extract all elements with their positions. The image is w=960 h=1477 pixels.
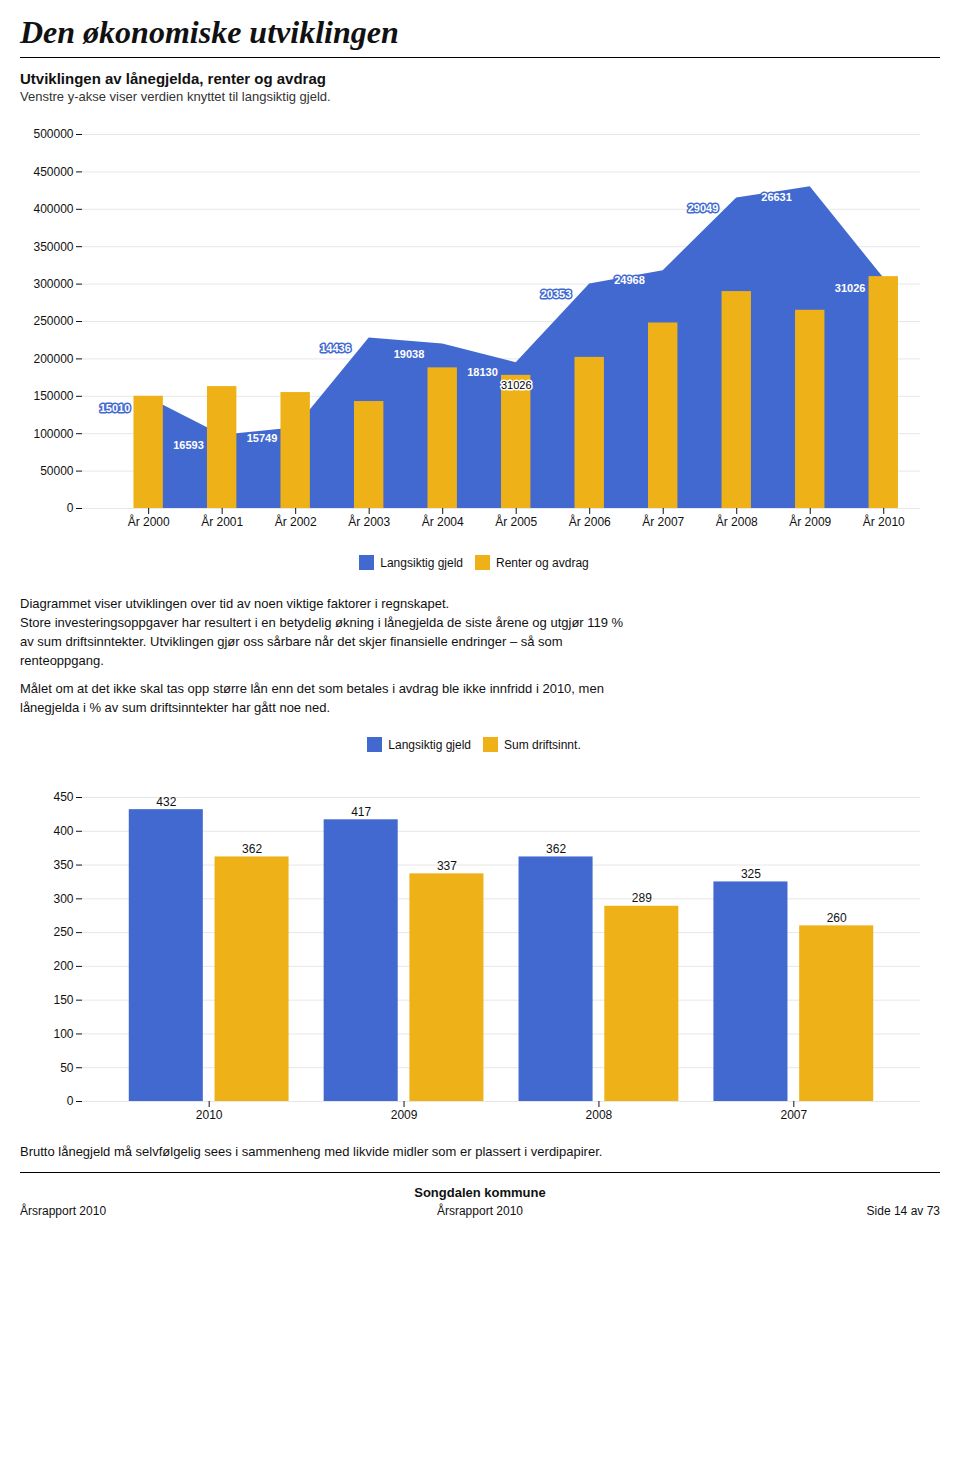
svg-text:289: 289 [632,891,652,905]
html-text:Årsrapport 2010: Årsrapport 2010 [437,1203,523,1218]
svg-text:337: 337 [437,859,457,873]
svg-text:50000: 50000 [40,464,74,478]
svg-text:2007: 2007 [780,1108,807,1122]
svg-text:100000: 100000 [33,427,73,441]
svg-text:150000: 150000 [33,389,73,403]
html-text:Langsiktig gjeld: Langsiktig gjeld [380,555,463,570]
svg-text:20353: 20353 [541,288,572,300]
svg-text:År 2006: År 2006 [569,514,611,529]
svg-text:15749: 15749 [247,432,278,444]
svg-text:14436: 14436 [320,342,351,354]
svg-text:År 2007: År 2007 [642,514,684,529]
svg-text:260: 260 [827,911,847,925]
svg-text:417: 417 [351,805,371,819]
svg-text:24968: 24968 [614,274,645,286]
svg-text:År 2008: År 2008 [716,514,758,529]
svg-text:0: 0 [67,501,74,515]
svg-text:0: 0 [67,1094,74,1108]
svg-text:450: 450 [53,790,73,804]
svg-text:432: 432 [156,795,176,809]
html-text:Side 14 av 73: Side 14 av 73 [866,1203,940,1218]
svg-text:250: 250 [53,926,73,940]
svg-text:År 2000: År 2000 [128,514,170,529]
svg-text:150: 150 [53,993,73,1007]
html-text:Årsrapport 2010: Årsrapport 2010 [20,1203,107,1218]
html-text:Den økonomiske utviklingen: Den økonomiske utviklingen [20,14,399,50]
svg-text:31026: 31026 [501,379,532,391]
svg-text:300: 300 [53,892,73,906]
svg-text:År 2001: År 2001 [201,514,243,529]
svg-text:500000: 500000 [33,127,73,141]
svg-text:26631: 26631 [761,191,792,203]
svg-text:19038: 19038 [394,348,425,360]
html-text:Utviklingen av lånegjelda, ren: Utviklingen av lånegjelda, renter og avd… [20,70,326,87]
svg-text:300000: 300000 [33,277,73,291]
svg-text:År 2009: År 2009 [789,514,831,529]
svg-text:325: 325 [741,867,761,881]
svg-text:100: 100 [53,1027,73,1041]
svg-text:2008: 2008 [586,1108,613,1122]
svg-text:År 2005: År 2005 [495,514,537,529]
html-text:Brutto lånegjeld må selvfølgel: Brutto lånegjeld må selvfølgelig sees i … [20,1144,603,1160]
svg-text:År 2004: År 2004 [422,514,464,529]
svg-text:29049: 29049 [688,202,719,214]
svg-text:362: 362 [242,842,262,856]
svg-text:2009: 2009 [391,1108,418,1122]
html-text:Langsiktig gjeld: Langsiktig gjeld [388,737,471,752]
svg-text:18130: 18130 [467,366,498,378]
svg-text:31026: 31026 [835,282,866,294]
svg-text:400000: 400000 [33,202,73,216]
svg-text:År 2010: År 2010 [863,514,905,529]
svg-text:350: 350 [53,858,73,872]
svg-text:15010: 15010 [100,402,131,414]
html-text:Renter og avdrag: Renter og avdrag [496,555,589,570]
html-text:Songdalen kommune: Songdalen kommune [414,1184,546,1200]
svg-text:År 2002: År 2002 [275,514,317,529]
svg-text:350000: 350000 [33,240,73,254]
svg-text:250000: 250000 [33,314,73,328]
svg-text:450000: 450000 [33,165,73,179]
svg-text:År 2003: År 2003 [348,514,390,529]
html-text:Diagrammet viser utviklingen o: Diagrammet viser utviklingen over tid av… [20,596,624,668]
svg-text:50: 50 [60,1061,74,1075]
svg-text:2010: 2010 [196,1108,223,1122]
svg-text:400: 400 [53,824,73,838]
html-text:Venstre y-akse viser verdien k: Venstre y-akse viser verdien knyttet til… [20,89,331,104]
svg-text:200000: 200000 [33,352,73,366]
html-text:Målet om at det ikke skal tas: Målet om at det ikke skal tas opp større… [20,681,604,716]
svg-text:362: 362 [546,842,566,856]
html-text:Sum driftsinnt.: Sum driftsinnt. [504,737,581,752]
svg-text:200: 200 [53,959,73,973]
svg-text:16593: 16593 [173,439,204,451]
